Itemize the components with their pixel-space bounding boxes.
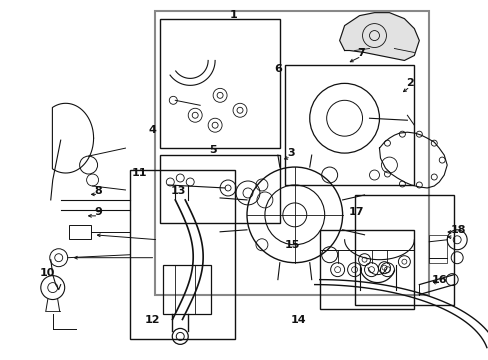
Text: 13: 13 [171,186,186,196]
Text: 14: 14 [290,315,305,325]
Text: 4: 4 [148,125,156,135]
Text: 3: 3 [286,148,294,158]
Bar [155,11,428,294]
Bar [160,19,279,148]
Bar [428,235,447,263]
Text: 7: 7 [357,48,365,58]
Text: 2: 2 [406,78,413,88]
Bar [285,66,413,185]
Text: 17: 17 [348,207,364,217]
Text: 6: 6 [274,64,282,74]
Text: 8: 8 [94,186,102,196]
Text: 15: 15 [284,239,299,249]
Text: 18: 18 [450,225,466,235]
Text: 12: 12 [144,315,160,325]
Text: 16: 16 [430,275,446,285]
Bar [319,230,413,310]
Text: 11: 11 [132,168,147,178]
Bar [163,265,211,315]
Text: 9: 9 [94,207,102,217]
Polygon shape [339,13,419,60]
Text: 1: 1 [229,10,237,20]
Bar [130,170,235,339]
Bar [160,155,279,223]
Bar [68,225,90,239]
Text: 10: 10 [40,268,55,278]
Text: 5: 5 [208,144,216,154]
Bar [354,195,453,305]
